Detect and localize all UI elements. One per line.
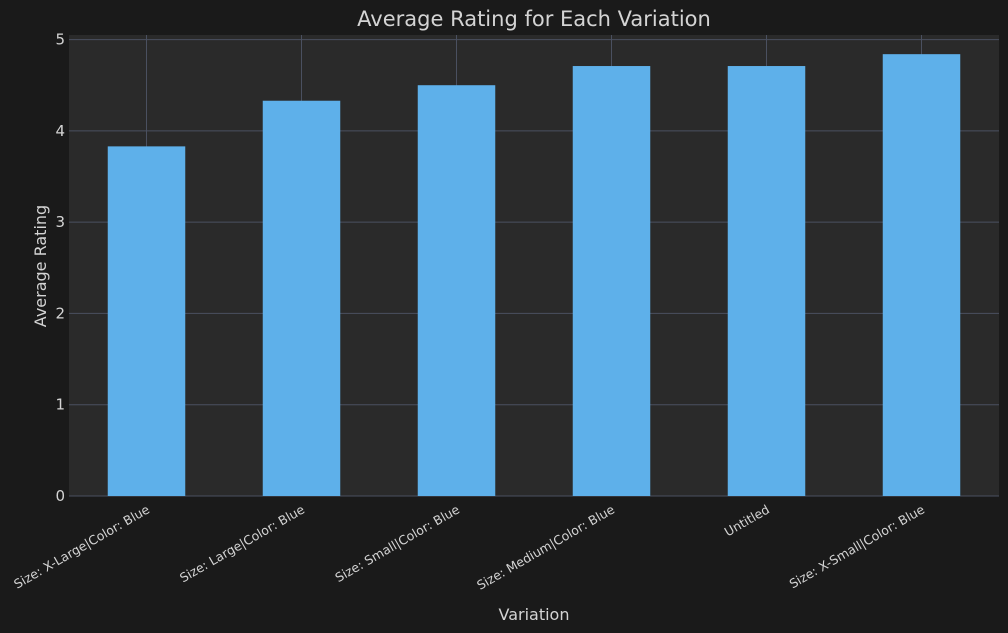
y-axis-ticks: 0 1 2 3 4 5 [55, 31, 65, 505]
x-tick-label: Size: Large|Color: Blue [177, 501, 307, 585]
x-axis-ticks: Size: X-Large|Color: Blue Size: Large|Col… [11, 501, 927, 592]
x-tick-label: Size: Small|Color: Blue [332, 501, 462, 585]
y-axis-label: Average Rating [31, 205, 50, 327]
y-tick-label: 4 [55, 122, 65, 140]
x-tick-label: Untitled [722, 502, 772, 540]
bar[interactable] [262, 100, 341, 496]
bars [107, 54, 961, 497]
y-tick-label: 1 [55, 396, 65, 414]
bar[interactable] [727, 66, 806, 496]
x-tick-label: Size: X-Large|Color: Blue [11, 501, 152, 591]
x-tick-label: Size: Medium|Color: Blue [474, 501, 617, 592]
bar[interactable] [572, 66, 651, 496]
x-tick-label: Size: X-Small|Color: Blue [787, 501, 928, 591]
y-tick-label: 0 [55, 487, 65, 505]
bar[interactable] [107, 146, 186, 496]
y-tick-label: 3 [55, 213, 65, 231]
chart-title: Average Rating for Each Variation [357, 7, 711, 31]
bar[interactable] [417, 85, 496, 497]
bar[interactable] [882, 54, 961, 497]
plot-area [69, 35, 999, 496]
y-tick-label: 5 [55, 31, 65, 49]
x-axis-label: Variation [499, 605, 570, 624]
y-tick-label: 2 [55, 304, 65, 322]
